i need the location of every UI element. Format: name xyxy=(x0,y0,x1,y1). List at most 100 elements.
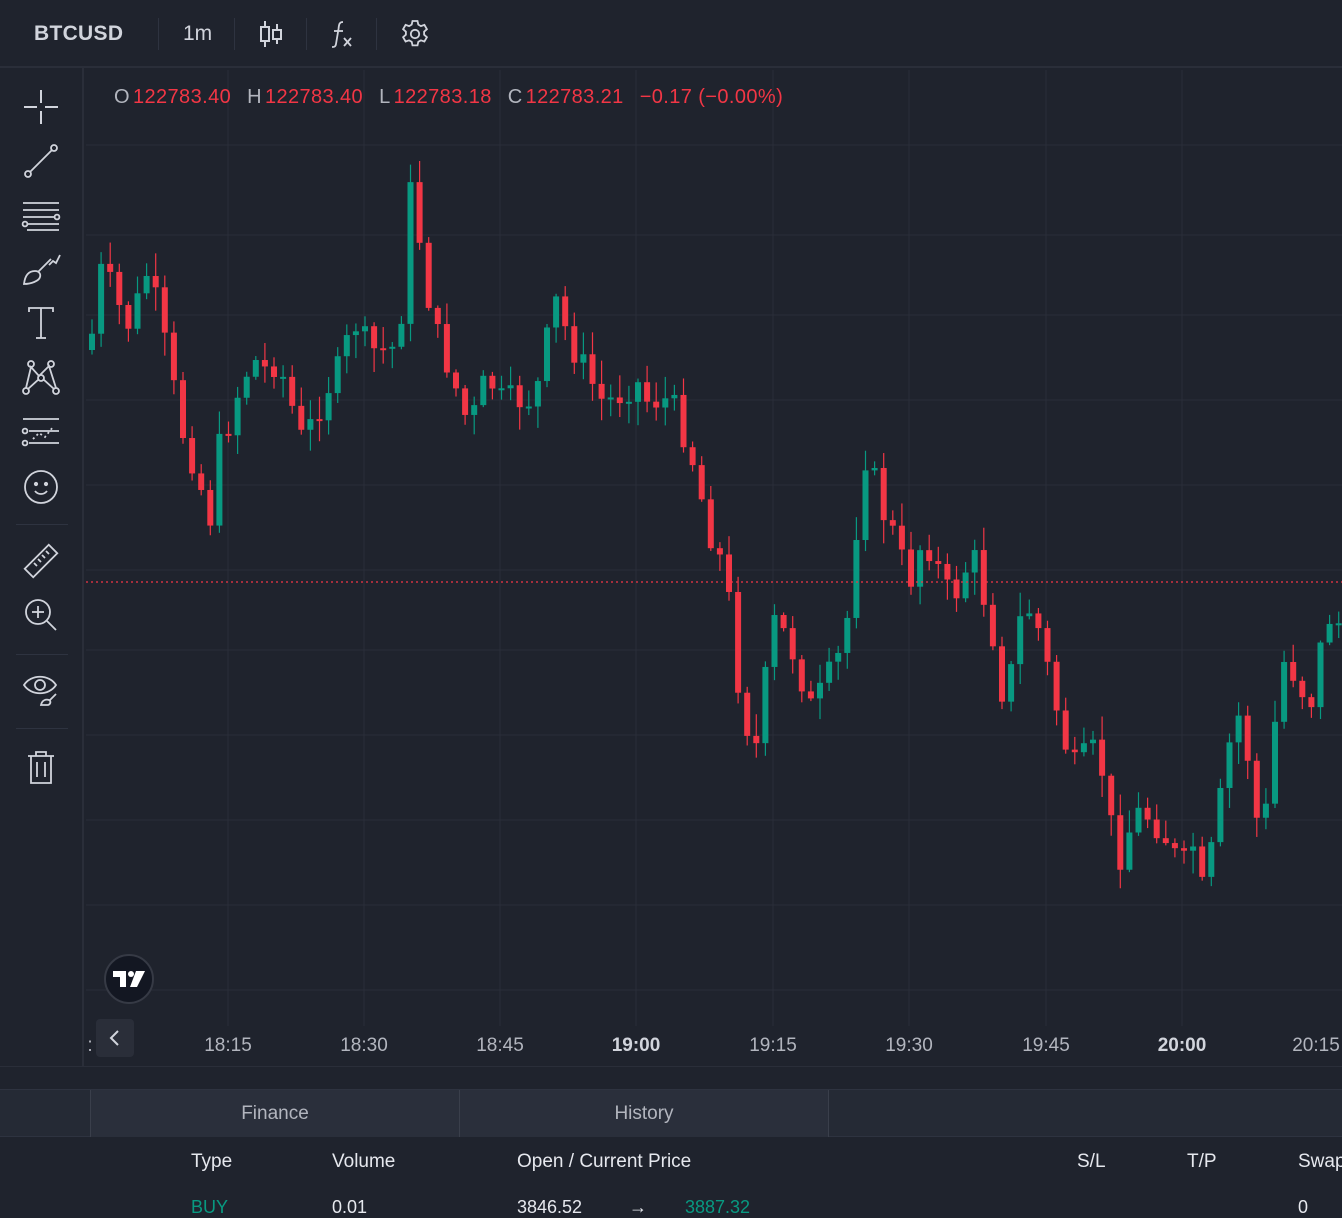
trading-panel: Finance History Type Volume Open / Curre… xyxy=(0,1066,1342,1217)
candle-body xyxy=(89,333,95,350)
scroll-left-button[interactable] xyxy=(96,1019,134,1057)
column-header-sl[interactable]: S/L xyxy=(1077,1151,1106,1172)
candle-body xyxy=(662,398,669,408)
time-tick: 18:15 xyxy=(204,1035,252,1056)
toolbar-divider xyxy=(16,524,68,525)
time-tick: 19:45 xyxy=(1022,1035,1070,1056)
trash-icon xyxy=(28,751,54,784)
candle-body xyxy=(280,376,287,379)
candle-body xyxy=(753,735,760,744)
candle-body xyxy=(880,467,887,521)
chart-type-button[interactable] xyxy=(258,0,284,68)
ruler-icon xyxy=(23,543,59,579)
candle-body xyxy=(507,385,514,389)
candle-body xyxy=(1290,661,1297,681)
remove-drawings-tool[interactable] xyxy=(20,746,62,788)
time-tick: 20:00 xyxy=(1157,1035,1207,1056)
candle-body xyxy=(1117,815,1124,870)
emoji-tool[interactable] xyxy=(20,466,62,508)
candle-body xyxy=(762,666,769,744)
pattern-icon xyxy=(22,360,60,395)
tradingview-logo[interactable] xyxy=(104,954,154,1004)
candle-body xyxy=(853,540,860,618)
prediction-tool[interactable] xyxy=(20,410,62,452)
brush-icon xyxy=(22,254,61,285)
candle-body xyxy=(443,324,450,373)
fib-tool[interactable] xyxy=(20,194,62,236)
open-label: O xyxy=(114,86,130,108)
candle-body xyxy=(999,646,1005,702)
candle-body xyxy=(534,381,541,407)
candle-body xyxy=(589,354,596,384)
candle-body xyxy=(298,405,305,430)
pattern-tool[interactable] xyxy=(20,356,62,398)
candle-body xyxy=(771,615,778,667)
fib-retracement-icon xyxy=(21,202,61,231)
candlestick-chart[interactable] xyxy=(86,70,1342,1026)
change-value: −0.17 (−0.00%) xyxy=(639,86,784,108)
candle-body xyxy=(516,385,523,408)
column-header-price[interactable]: Open / Current Price xyxy=(517,1151,692,1172)
zoom-in-tool[interactable] xyxy=(20,594,62,636)
candle-body xyxy=(616,397,623,404)
candle-body xyxy=(607,397,614,400)
crosshair-icon xyxy=(24,90,58,124)
candle-body xyxy=(798,659,805,692)
symbol-button[interactable]: BTCUSD xyxy=(34,22,124,45)
tab-history[interactable]: History xyxy=(459,1090,829,1137)
column-header-type[interactable]: Type xyxy=(191,1151,233,1172)
candle-body xyxy=(462,388,469,415)
candle-body xyxy=(1035,613,1042,629)
text-tool[interactable] xyxy=(20,302,62,344)
indicators-button[interactable] xyxy=(330,0,354,68)
candle-body xyxy=(371,326,378,349)
drawing-toolbar xyxy=(0,68,84,1066)
candles-icon xyxy=(260,21,282,47)
candle-body xyxy=(844,617,851,653)
candle-body xyxy=(726,554,732,592)
candle-body xyxy=(908,549,914,587)
crosshair-tool[interactable] xyxy=(20,86,62,128)
candle-body xyxy=(1135,807,1142,833)
candle-body xyxy=(1108,775,1115,816)
candle-body xyxy=(170,332,177,381)
candle-body xyxy=(671,394,678,399)
candle-body xyxy=(98,263,105,334)
candle-body xyxy=(289,376,296,406)
column-header-volume[interactable]: Volume xyxy=(332,1151,396,1172)
candle-body xyxy=(143,276,150,294)
candle-body xyxy=(744,692,751,736)
candle-body xyxy=(352,331,359,336)
hide-drawings-tool[interactable] xyxy=(20,668,62,710)
brush-tool[interactable] xyxy=(20,248,62,290)
candle-body xyxy=(198,473,205,490)
toolbar-divider xyxy=(16,728,68,729)
candle-body xyxy=(471,405,478,415)
settings-button[interactable] xyxy=(399,0,431,68)
trend-line-tool[interactable] xyxy=(20,140,62,182)
top-toolbar: BTCUSD 1m xyxy=(0,0,1342,68)
tab-finance[interactable]: Finance xyxy=(90,1090,460,1137)
candle-body xyxy=(407,182,414,324)
candle-body xyxy=(343,335,350,357)
chart-pane[interactable] xyxy=(86,70,1342,1066)
candle-body xyxy=(1171,843,1178,849)
candle-body xyxy=(252,360,259,377)
candle-body xyxy=(1190,846,1197,851)
candle-body xyxy=(544,327,550,382)
position-swap: 0 xyxy=(1298,1197,1309,1217)
candle-body xyxy=(635,382,641,402)
candle-body xyxy=(225,433,232,436)
time-axis[interactable]: : 18:15 18:30 18:45 19:00 19:15 19:30 19… xyxy=(86,1026,1342,1066)
measure-tool[interactable] xyxy=(20,540,62,582)
interval-button[interactable]: 1m xyxy=(183,22,213,45)
position-current-price: 3887.32 xyxy=(685,1197,751,1217)
candle-body xyxy=(1062,710,1069,750)
candle-body xyxy=(835,652,842,662)
candle-body xyxy=(380,348,387,351)
candle-body xyxy=(1335,623,1342,626)
column-header-swap[interactable]: Swap xyxy=(1298,1151,1342,1172)
candle-body xyxy=(498,388,505,391)
close-label: C xyxy=(507,86,523,108)
column-header-tp[interactable]: T/P xyxy=(1187,1151,1217,1172)
